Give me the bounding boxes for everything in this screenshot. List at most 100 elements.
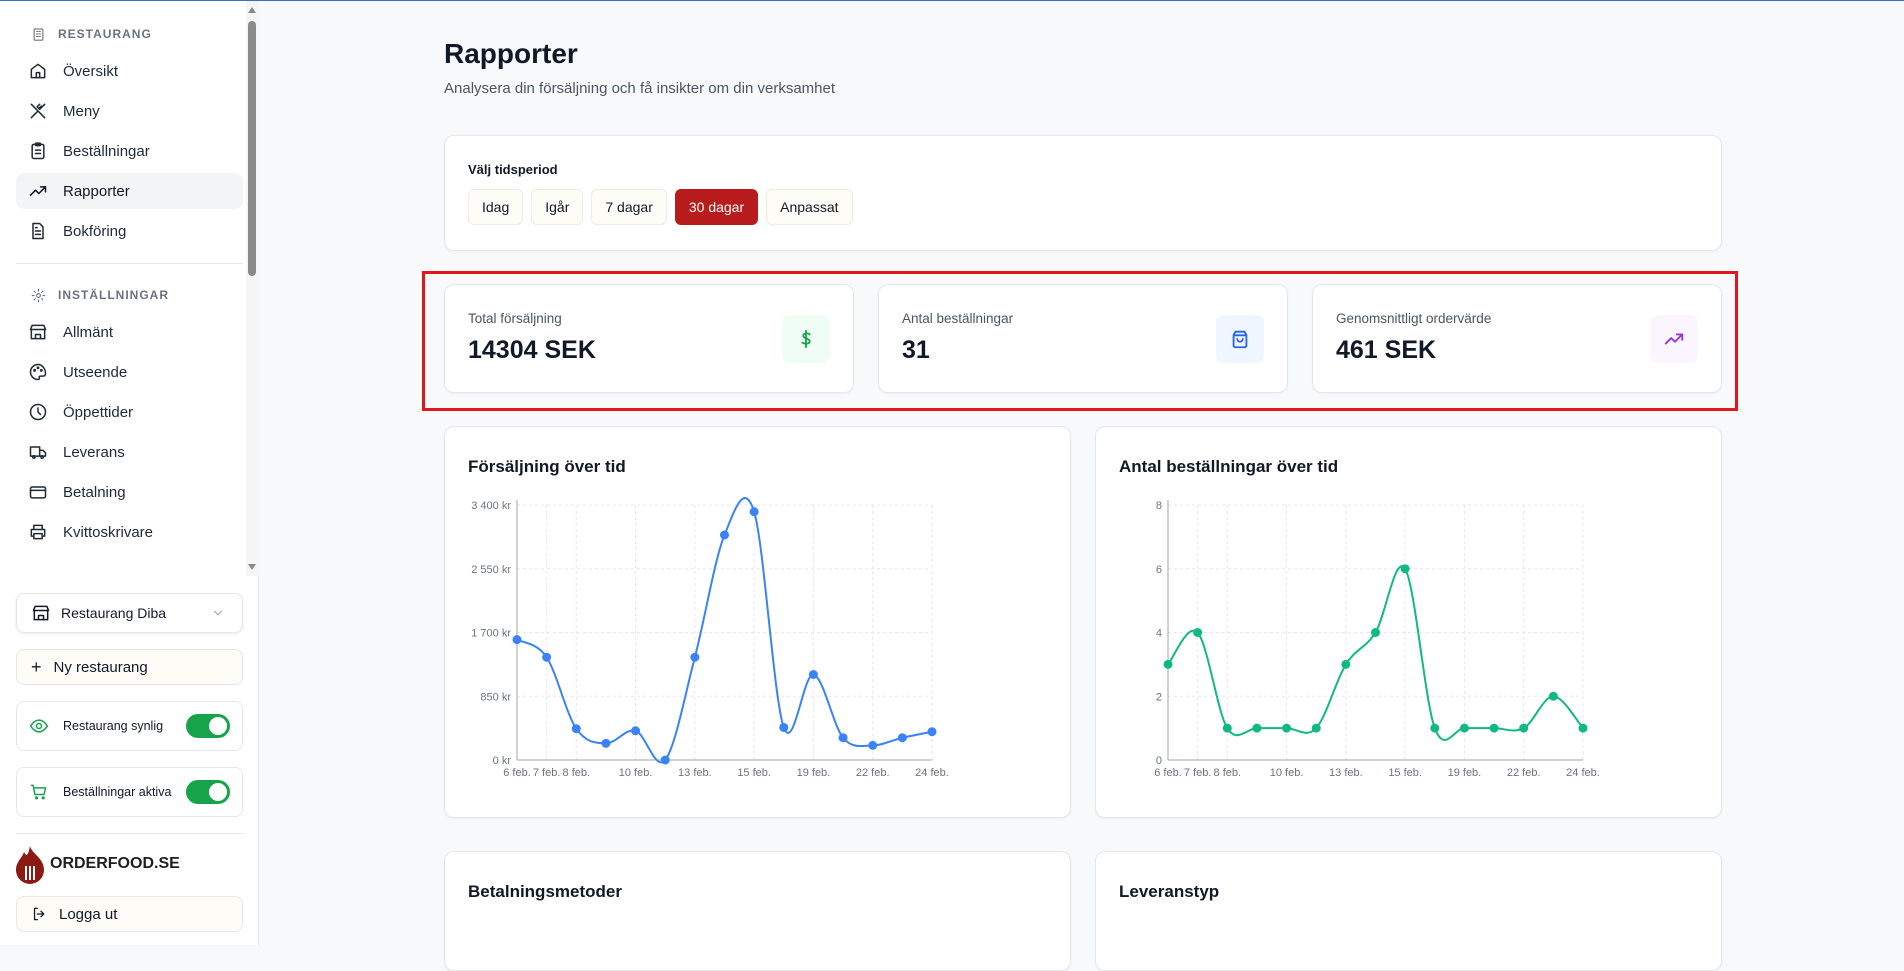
flame-icon <box>16 846 44 884</box>
y-tick-label: 6 <box>1156 564 1162 576</box>
sidebar-item-betalning[interactable]: Betalning <box>16 474 243 510</box>
highlight-box <box>422 271 1738 411</box>
x-tick-label: 13 feb. <box>678 767 712 779</box>
data-point <box>660 755 670 765</box>
restaurant-name: Restaurang Diba <box>61 605 167 621</box>
data-point <box>1578 723 1588 733</box>
x-tick-label: 6 feb. <box>1154 767 1182 779</box>
logout-icon <box>29 904 49 924</box>
x-tick-label: 24 feb. <box>1566 767 1600 779</box>
x-tick-label: 13 feb. <box>1329 767 1363 779</box>
restaurant-select[interactable]: Restaurang Diba <box>16 593 243 633</box>
data-point <box>720 530 729 540</box>
data-point <box>512 635 522 645</box>
y-tick-label: 3 400 kr <box>471 500 511 512</box>
sidebar-scrollbar[interactable] <box>246 1 259 576</box>
section-header-installningar: INSTÄLLNINGAR <box>0 280 259 310</box>
chart-title: Försäljning över tid <box>468 457 626 476</box>
data-point <box>1341 659 1351 669</box>
section-label: RESTAURANG <box>58 27 152 41</box>
data-point <box>838 733 848 743</box>
data-point <box>1519 723 1529 733</box>
data-point <box>808 670 818 679</box>
data-point <box>1548 691 1558 701</box>
series-line <box>1167 565 1584 741</box>
file-text-icon <box>28 221 48 241</box>
sidebar-item-rapporter[interactable]: Rapporter <box>16 173 243 209</box>
sidebar-item-allmänt[interactable]: Allmänt <box>16 314 243 350</box>
period-option[interactable]: Anpassat <box>766 189 853 225</box>
series-line <box>516 497 933 764</box>
x-tick-label: 7 feb. <box>533 767 561 779</box>
data-point <box>631 726 641 736</box>
x-tick-label: 19 feb. <box>1448 767 1482 779</box>
sidebar-item-label: Meny <box>63 102 100 120</box>
stat-value: 461 SEK <box>1336 336 1437 364</box>
x-tick-label: 6 feb. <box>503 767 531 779</box>
data-point <box>601 738 611 748</box>
period-option[interactable]: 7 dagar <box>591 189 667 225</box>
utensils-icon <box>28 101 48 121</box>
period-selector: Välj tidsperiod Idag Igår 7 dagar 30 dagar A… <box>444 135 1722 251</box>
restaurant-visible-toggle[interactable] <box>186 714 230 738</box>
x-tick-label: 24 feb. <box>915 767 949 779</box>
x-tick-label: 10 feb. <box>619 767 653 779</box>
period-option[interactable]: Idag <box>468 189 524 225</box>
sidebar-item-leverans[interactable]: Leverans <box>16 434 243 470</box>
orders-active-toggle[interactable] <box>186 780 230 804</box>
sidebar-item-label: Utseende <box>63 363 128 381</box>
sidebar-item-bokföring[interactable]: Bokföring <box>16 213 243 249</box>
logout-button[interactable]: Logga ut <box>16 896 243 932</box>
trending-up-icon <box>1650 315 1698 363</box>
delivery-type-card: Leveranstyp <box>1095 851 1722 971</box>
data-point <box>542 652 552 662</box>
sidebar-item-beställningar[interactable]: Beställningar <box>16 133 243 169</box>
printer-icon <box>28 522 48 542</box>
sidebar-item-label: Beställningar <box>63 142 150 160</box>
data-point <box>927 727 937 737</box>
eye-icon <box>29 716 49 736</box>
sidebar-item-label: Leverans <box>63 443 125 461</box>
sidebar-item-utseende[interactable]: Utseende <box>16 354 243 390</box>
divider <box>16 263 243 264</box>
y-tick-label: 850 kr <box>480 691 511 703</box>
data-point <box>868 740 878 750</box>
sidebar-item-öppettider[interactable]: Öppettider <box>16 394 243 430</box>
chart-title: Antal beställningar över tid <box>1119 457 1339 476</box>
sidebar-item-label: Allmänt <box>63 323 114 341</box>
orders-chart-card: Antal beställningar över tid 0 2 4 6 8 6 feb.… <box>1095 426 1722 818</box>
x-tick-label: 10 feb. <box>1270 767 1304 779</box>
data-point <box>1193 628 1203 637</box>
toggle-label: Restaurang synlig <box>63 719 164 733</box>
sidebar-item-label: Rapporter <box>63 182 130 200</box>
period-option[interactable]: 30 dagar <box>674 189 759 225</box>
y-tick-label: 8 <box>1156 500 1162 512</box>
new-restaurant-button[interactable]: + Ny restaurang <box>16 649 243 685</box>
sidebar-item-översikt[interactable]: Översikt <box>16 53 243 89</box>
sidebar-item-meny[interactable]: Meny <box>16 93 243 129</box>
data-point <box>779 722 789 732</box>
toggle-label: Beställningar aktiva <box>63 785 172 799</box>
payment-methods-card: Betalningsmetoder <box>444 851 1071 971</box>
stat-card: Total försäljning 14304 SEK <box>444 284 854 393</box>
page-subtitle: Analysera din försäljning och få insikte… <box>444 80 836 97</box>
card-title: Betalningsmetoder <box>468 882 622 901</box>
sidebar-item-kvittoskrivare[interactable]: Kvittoskrivare <box>16 514 243 550</box>
sidebar-nav: RESTAURANG Översikt Meny Beställningar Rapp… <box>0 1 259 576</box>
clipboard-icon <box>28 141 48 161</box>
restaurant-visible-row: Restaurang synlig <box>16 701 243 751</box>
logout-label: Logga ut <box>59 905 118 923</box>
palette-icon <box>28 362 48 382</box>
building-icon <box>28 24 48 44</box>
data-point <box>1459 723 1469 733</box>
data-point <box>1400 564 1410 574</box>
card-title: Leveranstyp <box>1119 882 1220 901</box>
period-option[interactable]: Igår <box>531 189 584 225</box>
orders-active-row: Beställningar aktiva <box>16 767 243 817</box>
x-tick-label: 19 feb. <box>797 767 831 779</box>
stat-card: Genomsnittligt ordervärde 461 SEK <box>1312 284 1722 393</box>
x-tick-label: 22 feb. <box>1507 767 1541 779</box>
page-title: Rapporter <box>444 38 578 69</box>
stat-label: Total försäljning <box>468 311 562 326</box>
period-label: Välj tidsperiod <box>468 162 558 177</box>
